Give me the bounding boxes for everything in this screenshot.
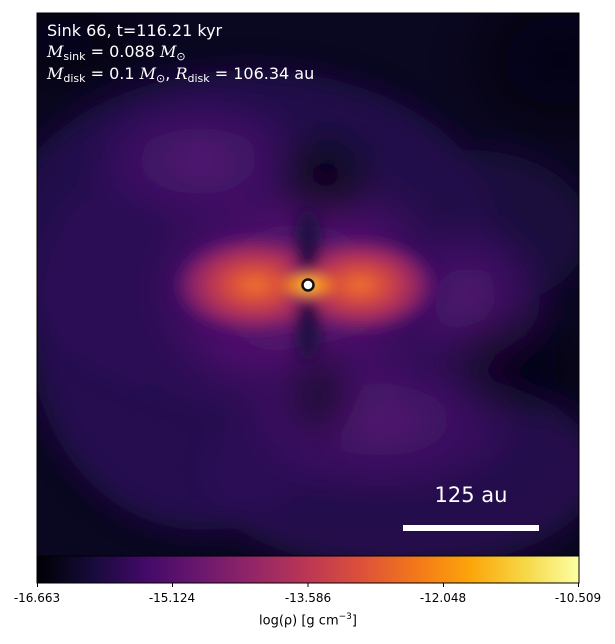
sink-time-text: Sink 66, t=116.21 kyr [47,21,223,40]
colorbar [36,555,580,587]
disk-radius-symbol: R [175,64,188,83]
scale-bar-label: 125 au [434,483,508,507]
dark-corner-top-right [450,13,579,150]
sink-mass-subscript: sink [63,50,86,63]
colorbar-label: log(ρ) [g cm−3] [259,612,357,628]
dark-void-right [440,310,579,430]
dark-corner-top-left [37,13,160,100]
disk-lobe-right [280,235,440,335]
density-map [37,13,579,556]
sink-mass-symbol: M [47,42,64,61]
colorbar-tick-label: -16.663 [13,591,61,605]
colorbar-tick-label: -12.048 [419,591,467,605]
disk-pinch-top [294,210,322,270]
colorbar-label-exponent: −3 [338,612,352,622]
colorbar-label-main: log(ρ) [g cm [259,613,339,629]
disk-mass-subscript: disk [63,72,86,85]
disk-radius-subscript: disk [187,72,210,85]
dark-gap-top [265,120,385,230]
sink-time-label: Sink 66, t=116.21 kyr [47,21,222,41]
sink-mass-value: = 0.088 [85,42,155,61]
tail-upper-left [70,80,330,240]
solar-mass-subscript: ⊙ [176,50,186,63]
solar-mass-unit: M [160,42,177,61]
scale-bar [403,525,539,531]
disk-solar-mass-unit: M [139,64,157,83]
colorbar-tick-label: -13.586 [284,591,332,605]
disk-pinch-bottom [294,300,322,360]
colorbar-label-close: ] [351,613,357,629]
disk-properties-label: Mdisk = 0.1 M⊙, Rdisk = 106.34 au [47,64,315,85]
disk-mass-symbol: M [47,64,64,83]
colorbar-tick-label: -15.124 [148,591,196,605]
colorbar-tick-label: -10.509 [554,591,602,605]
colorbar-gradient [37,556,579,583]
disk-radius-value: = 106.34 au [209,64,315,83]
disk-solar-mass-subscript: ⊙ [156,72,166,85]
sink-marker [301,278,315,292]
sink-mass-label: Msink = 0.088 M⊙ [47,42,186,67]
disk-mass-value: = 0.1 [85,64,135,83]
dark-gap-bottom [275,340,365,450]
